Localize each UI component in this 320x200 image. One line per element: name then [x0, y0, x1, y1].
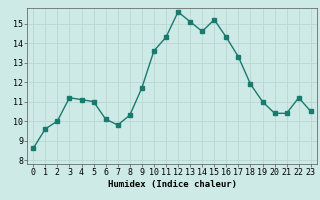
X-axis label: Humidex (Indice chaleur): Humidex (Indice chaleur) — [108, 180, 236, 189]
